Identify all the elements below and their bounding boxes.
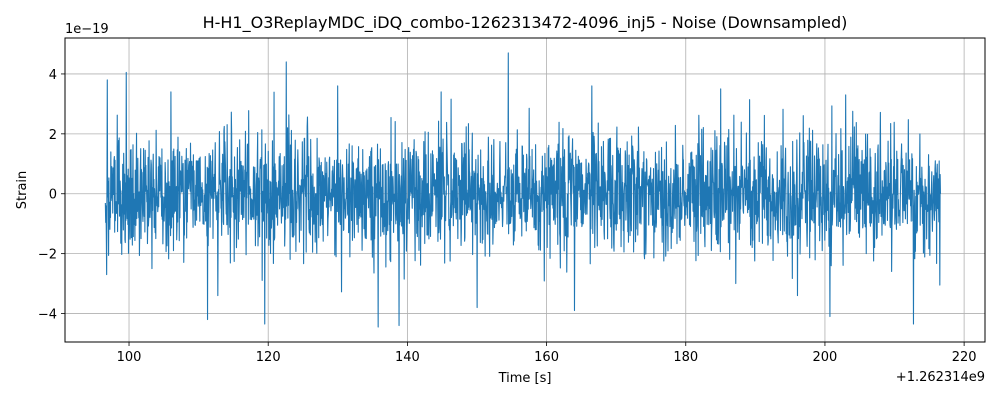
tick-layer: 100 120 140 160 180 200 220 −4 −2 0 2 4 [38,68,977,365]
x-axis-label: Time [s] [498,371,552,386]
y-tick-label: −2 [38,248,57,263]
x-tick-label: 220 [952,350,977,365]
y-tick-label: 4 [49,68,57,83]
noise-trace-line [104,52,942,328]
x-tick-label: 180 [673,350,698,365]
axes-frame [64,37,986,343]
data-layer [104,52,942,328]
y-axis-label: Strain [15,171,30,210]
x-tick-label: 200 [813,350,838,365]
chart-title: H-H1_O3ReplayMDC_iDQ_combo-1262313472-40… [203,13,848,33]
y-tick-label: −4 [38,308,57,323]
x-tick-label: 120 [256,350,281,365]
x-offset-text: +1.262314e9 [896,370,985,385]
y-tick-label: 2 [49,128,57,143]
x-tick-label: 160 [534,350,559,365]
x-tick-label: 100 [117,350,142,365]
x-tick-label: 140 [395,350,420,365]
y-tick-label: 0 [49,188,57,203]
y-scale-text: 1e−19 [65,22,109,37]
